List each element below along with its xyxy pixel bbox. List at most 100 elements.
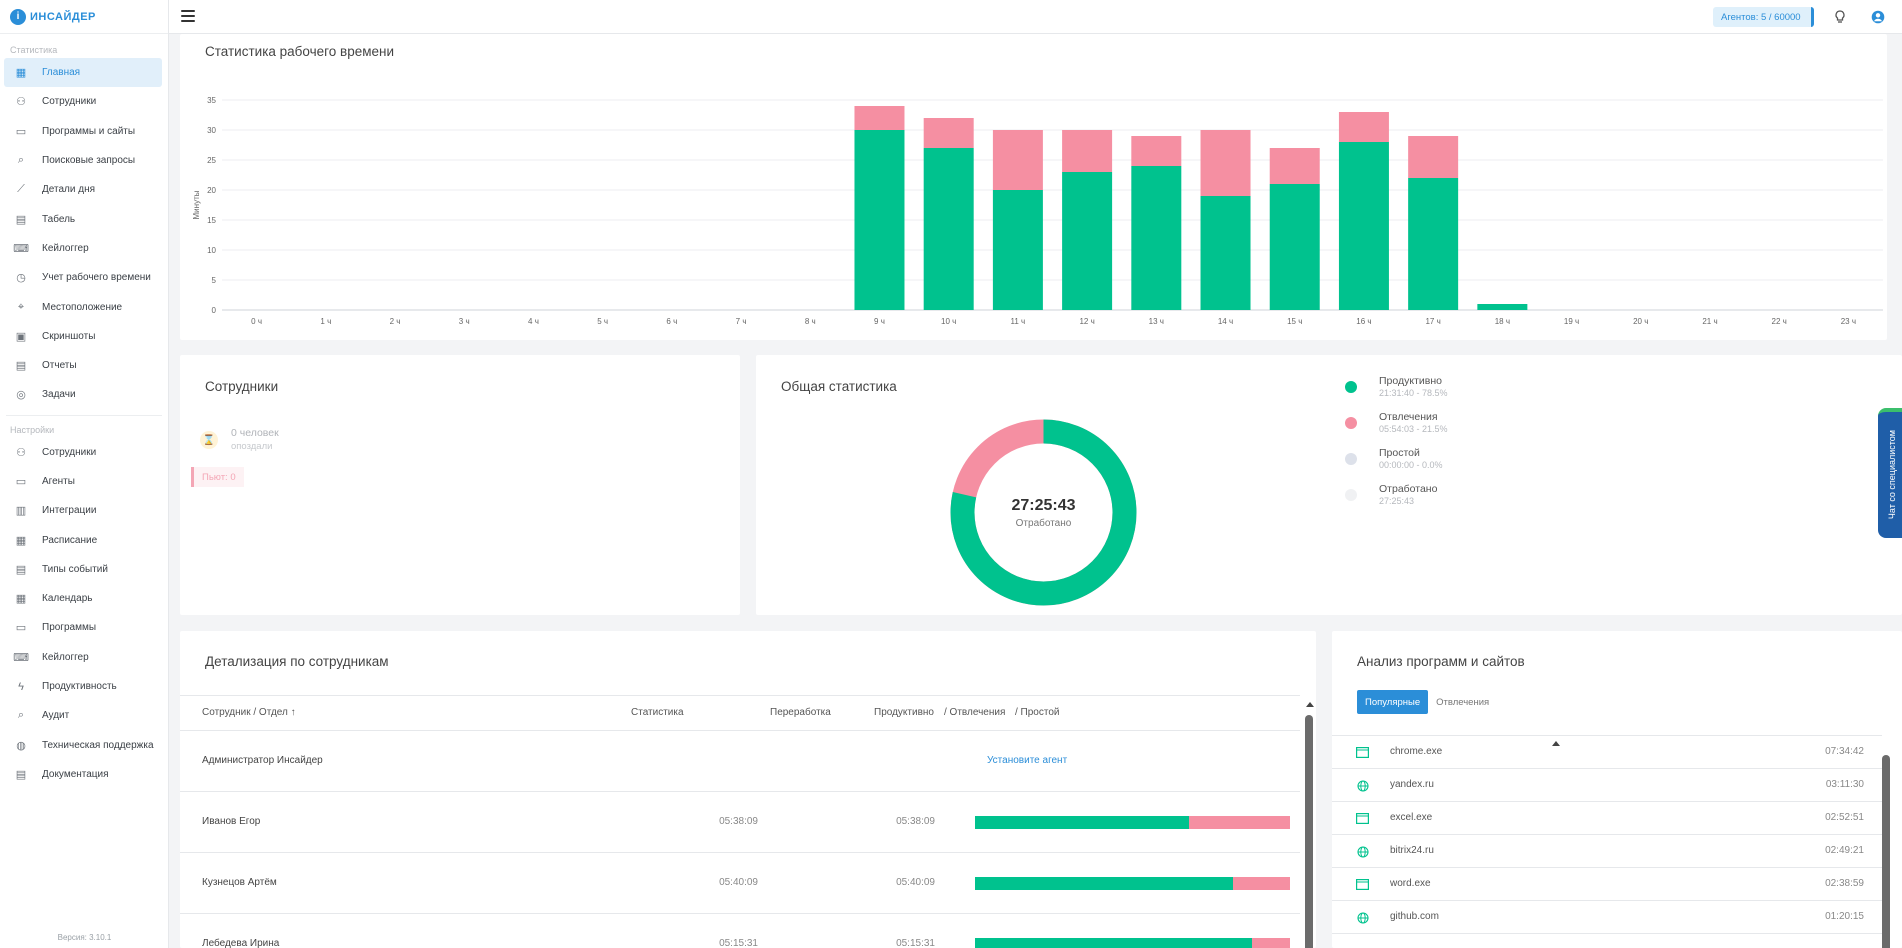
details-scrollbar[interactable] — [1305, 715, 1313, 948]
list-item[interactable]: bitrix24.ru 02:49:21 — [1332, 835, 1882, 868]
sidebar-item-label: Типы событий — [42, 563, 108, 575]
sidebar-item[interactable]: ▤ Документация — [4, 760, 162, 789]
sidebar-item[interactable]: ϟ Продуктивность — [4, 672, 162, 701]
install-agent-link[interactable]: Установите агент — [987, 755, 1068, 766]
table-row[interactable]: Лебедева Ирина 05:15:31 05:15:31 — [180, 914, 1300, 948]
y-tick-label: 35 — [207, 96, 216, 105]
sidebar-item[interactable]: ▭ Программы — [4, 613, 162, 642]
list-item[interactable]: github.com 01:20:15 — [1332, 901, 1882, 934]
legend-value: 21:31:40 - 78.5% — [1379, 388, 1448, 398]
agents-counter[interactable]: Агентов: 5 / 60000 — [1713, 7, 1814, 27]
x-tick-label: 8 ч — [805, 317, 816, 326]
legend-value: 00:00:00 - 0.0% — [1379, 460, 1443, 470]
y-tick-label: 15 — [207, 216, 216, 225]
lightbulb-icon[interactable] — [1832, 9, 1848, 25]
apps-scrollbar[interactable] — [1882, 755, 1890, 948]
sidebar-item[interactable]: ▭ Программы и сайты — [4, 117, 162, 146]
sidebar-item-label: Учет рабочего времени — [42, 272, 151, 284]
sidebar-item[interactable]: ▤ Табель — [4, 204, 162, 233]
header-productive[interactable]: Продуктивно — [874, 707, 934, 718]
table-row[interactable]: Администратор Инсайдер Установите агент — [180, 731, 1300, 792]
sidebar-item[interactable]: ⟋ Детали дня — [4, 175, 162, 204]
bar-distraction — [1131, 136, 1182, 166]
list-item[interactable]: excel.exe 02:52:51 — [1332, 802, 1882, 835]
list-item[interactable]: word.exe 02:38:59 — [1332, 868, 1882, 901]
header-overtime[interactable]: Переработка — [770, 707, 831, 718]
stats-value: 05:15:31 — [719, 938, 758, 948]
employee-name[interactable]: Администратор Инсайдер — [202, 755, 323, 766]
chat-specialist-button[interactable]: Чат со специалистом — [1878, 408, 1902, 538]
y-tick-label: 0 — [212, 306, 217, 315]
trend-icon: ⟋ — [17, 183, 25, 196]
tab-popular[interactable]: Популярные — [1357, 690, 1429, 714]
menu-toggle-button[interactable] — [181, 10, 195, 22]
list-item[interactable]: chrome.exe 07:34:42 — [1332, 736, 1882, 769]
legend-item: Продуктивно 21:31:40 - 78.5% — [1345, 375, 1448, 398]
donut-value: 27:25:43 — [1011, 496, 1076, 514]
bar-productive — [1131, 166, 1182, 310]
user-account-icon[interactable] — [1870, 9, 1886, 25]
header-idle[interactable]: / Простой — [1015, 707, 1060, 718]
sidebar-item[interactable]: ▦ Главная — [4, 58, 162, 88]
sidebar-item-label: Отчеты — [42, 360, 77, 372]
sidebar-item[interactable]: ⚇ Сотрудники — [4, 438, 162, 467]
sidebar-item[interactable]: ▦ Расписание — [4, 525, 162, 554]
x-tick-label: 15 ч — [1287, 317, 1302, 326]
sidebar-item[interactable]: ▤ Отчеты — [4, 351, 162, 380]
table-row[interactable]: Кузнецов Артём 05:40:09 05:40:09 — [180, 853, 1300, 914]
monitor-icon: ▭ — [15, 476, 27, 488]
sidebar-item[interactable]: ⚇ Сотрудники — [4, 87, 162, 116]
header-employee[interactable]: Сотрудник / Отдел ↑ — [202, 707, 296, 718]
legend-name: Отработано — [1379, 483, 1438, 495]
sidebar-item[interactable]: ⌖ Местоположение — [4, 292, 162, 321]
header-stats[interactable]: Статистика — [631, 707, 684, 718]
employee-name[interactable]: Лебедева Ирина — [202, 938, 280, 948]
sidebar-item[interactable]: ▦ Календарь — [4, 584, 162, 613]
sidebar-item-label: Аудит — [42, 710, 70, 722]
employee-name[interactable]: Кузнецов Артём — [202, 877, 277, 888]
bar-distraction — [1062, 130, 1113, 172]
scroll-up-arrow-icon[interactable] — [1306, 702, 1314, 707]
sidebar-item[interactable]: ▥ Интеграции — [4, 496, 162, 525]
sidebar-item[interactable]: ▭ Агенты — [4, 467, 162, 496]
globe-icon — [1356, 845, 1369, 858]
sidebar-item[interactable]: ▣ Скриншоты — [4, 322, 162, 351]
distraction-segment — [1252, 938, 1290, 948]
globe-icon — [1356, 779, 1369, 792]
productive-segment — [975, 877, 1234, 890]
sidebar-item-label: Кейлоггер — [42, 242, 89, 254]
sidebar-item[interactable]: ⌕ Аудит — [4, 701, 162, 730]
header-distractions[interactable]: / Отвлечения — [944, 707, 1006, 718]
employee-details-card: Детализация по сотрудникам Сотрудник / О… — [180, 631, 1316, 948]
y-tick-label: 20 — [207, 186, 216, 195]
sort-arrow-icon[interactable]: ↑ — [290, 707, 296, 718]
sidebar-item-label: Местоположение — [42, 301, 123, 313]
list-item[interactable]: yandex.ru 03:11:30 — [1332, 769, 1882, 802]
table-row[interactable]: Иванов Егор 05:38:09 05:38:09 — [180, 792, 1300, 853]
sidebar-item[interactable]: ⌨ Кейлоггер — [4, 643, 162, 672]
app-time: 02:52:51 — [1825, 812, 1864, 823]
user-settings-icon: ⚇ — [16, 446, 26, 459]
sidebar-item[interactable]: ⌕ Поисковые запросы — [4, 146, 162, 175]
apps-analysis-title: Анализ программ и сайтов — [1357, 654, 1525, 669]
apps-scroll-up-arrow-icon[interactable] — [1552, 741, 1560, 746]
sidebar-item[interactable]: ◎ Задачи — [4, 380, 162, 409]
logo-text: ИНСАЙДЕР — [30, 10, 96, 23]
document-icon: ▤ — [15, 213, 27, 226]
work-time-title: Статистика рабочего времени — [205, 44, 395, 59]
legend-dot — [1345, 453, 1357, 465]
employee-name[interactable]: Иванов Егор — [202, 816, 261, 827]
search-icon: ⌕ — [17, 154, 25, 167]
sidebar-item[interactable]: ◷ Учет рабочего времени — [4, 263, 162, 292]
sidebar-item[interactable]: ⌨ Кейлоггер — [4, 234, 162, 263]
sidebar-item-label: Табель — [42, 213, 76, 225]
tab-distractions[interactable]: Отвлечения — [1436, 696, 1490, 708]
x-tick-label: 10 ч — [941, 317, 956, 326]
x-tick-label: 0 ч — [251, 317, 262, 326]
details-table-header: Сотрудник / Отдел ↑ Статистика Переработ… — [180, 695, 1300, 731]
logo[interactable]: i ИНСАЙДЕР — [0, 0, 168, 34]
sidebar-item[interactable]: ◍ Техническая поддержка — [4, 731, 162, 760]
location-icon: ⌖ — [17, 300, 25, 313]
sidebar-item[interactable]: ▤ Типы событий — [4, 555, 162, 584]
work-time-chart: 0 5 10 15 20 25 30 35 Минуты 0 ч 1 ч 2 ч 3 ч 4 ч 5 ч 6 … — [192, 96, 1883, 326]
